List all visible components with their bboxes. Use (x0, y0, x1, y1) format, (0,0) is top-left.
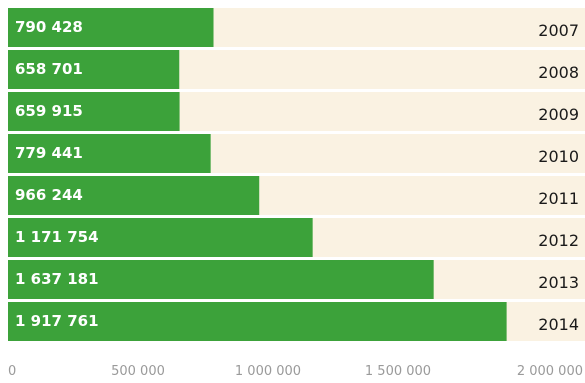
x-tick-label: 1 000 000 (235, 364, 301, 379)
category-label: 2008 (538, 63, 579, 82)
category-label: 2007 (538, 21, 579, 40)
x-tick-label: 500 000 (111, 364, 165, 379)
category-label: 2011 (538, 189, 579, 208)
x-tick-label: 0 (8, 364, 16, 379)
bar-row: 1 917 761 2014 (8, 302, 585, 341)
bar-value-label: 659 915 (15, 102, 83, 120)
bar-row: 966 244 2011 (8, 176, 585, 215)
bar-value-label: 1 917 761 (15, 312, 99, 330)
bar (8, 218, 313, 257)
bar-value-label: 790 428 (15, 18, 83, 36)
category-label: 2010 (538, 147, 579, 166)
x-axis: 0 500 000 1 000 000 1 500 000 2 000 000 (8, 364, 583, 379)
bar (8, 260, 434, 299)
bar-row: 1 637 181 2013 (8, 260, 585, 299)
bar-value-label: 1 171 754 (15, 228, 99, 246)
bar-value-label: 779 441 (15, 144, 83, 162)
bar (8, 50, 180, 89)
bar (8, 8, 214, 47)
x-tick-label: 2 000 000 (517, 364, 583, 379)
bar-value-label: 1 637 181 (15, 270, 99, 288)
category-label: 2013 (538, 273, 579, 292)
x-tick-label: 1 500 000 (365, 364, 431, 379)
bar (8, 302, 507, 341)
bar-row: 779 441 2010 (8, 134, 585, 173)
bar-row: 1 171 754 2012 (8, 218, 585, 257)
category-label: 2009 (538, 105, 579, 124)
category-label: 2012 (538, 231, 579, 250)
bar-value-label: 658 701 (15, 60, 83, 78)
bar-row: 659 915 2009 (8, 92, 585, 131)
bar (8, 134, 211, 173)
bar-row: 790 428 2007 (8, 8, 585, 47)
bar-row: 658 701 2008 (8, 50, 585, 89)
bar (8, 176, 260, 215)
bar-value-label: 966 244 (15, 186, 83, 204)
bar (8, 92, 180, 131)
category-label: 2014 (538, 315, 579, 334)
